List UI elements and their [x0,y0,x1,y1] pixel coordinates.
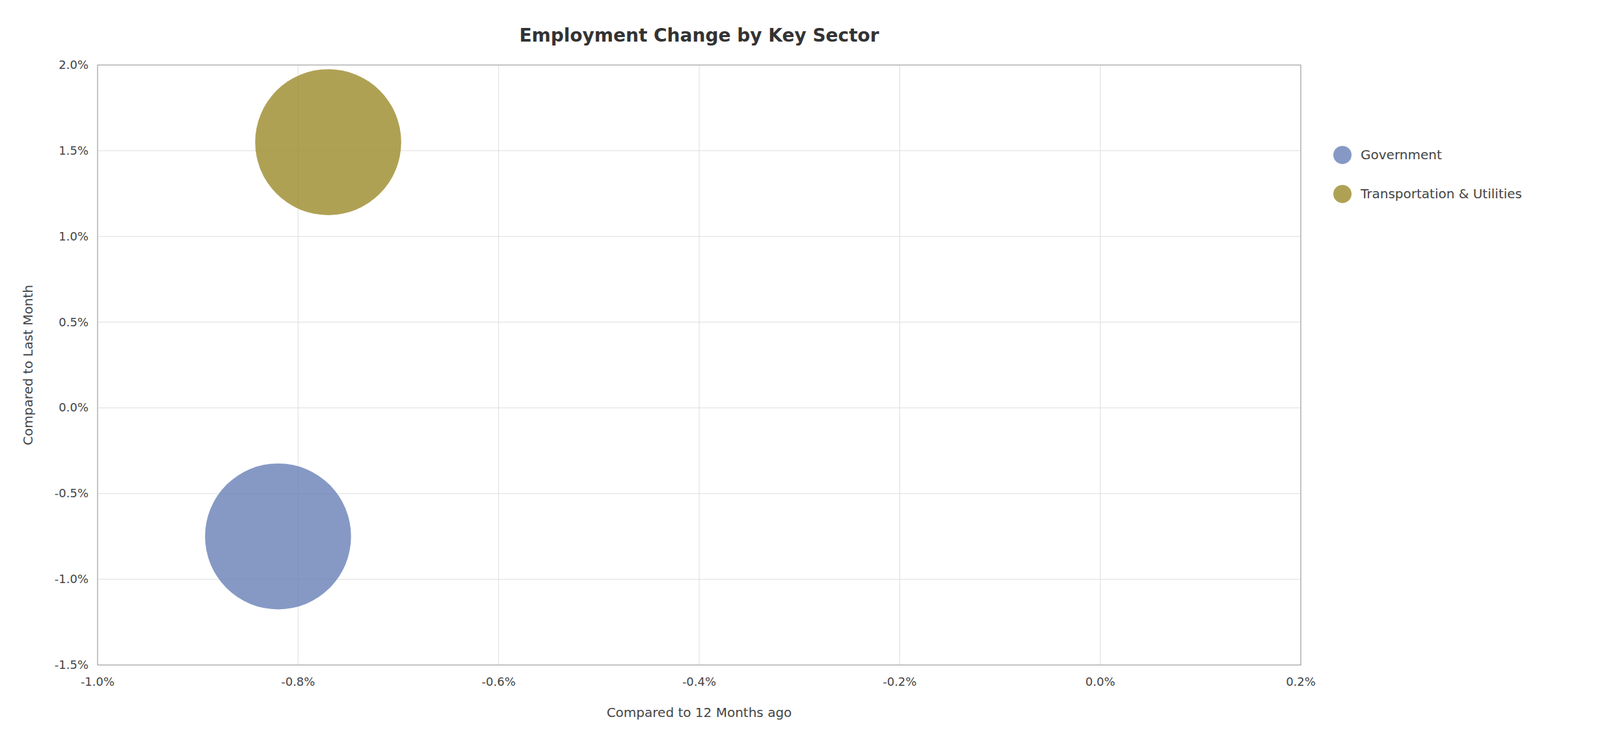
y-tick-label: -1.0% [54,572,89,587]
y-tick-label: 0.5% [58,315,89,330]
y-tick-label: 1.5% [58,143,89,158]
chart: -1.0% -0.8% -0.6% -0.4% -0.2% 0.0% 0.2% -1.5% -1… [0,0,1600,743]
grid [97,65,1301,666]
x-tick-label: -0.4% [682,675,717,689]
y-grid-line [97,407,1301,409]
legend-label: Government [1360,146,1442,163]
marks [204,68,402,610]
axes: -1.0% -0.8% -0.6% -0.4% -0.2% 0.0% 0.2% -1.5% -1… [54,57,1316,689]
legend-swatch [1333,145,1352,164]
x-tick-label: -0.6% [481,675,516,689]
y-tick-label: 2.0% [58,57,89,72]
y-tick-label: 0.0% [58,400,89,415]
y-tick-label: -1.5% [54,658,89,672]
y-axis-label: Compared to Last Month [20,284,36,446]
title: Employment Change by Key Sector [519,24,879,47]
legend-label: Transportation & Utilities [1360,186,1522,202]
x-axis-label: Compared to 12 Months ago [606,705,793,721]
x-grid-line [699,65,700,666]
x-tick-label: -1.0% [80,675,115,689]
bubble [254,68,401,215]
x-tick-label: -0.2% [882,675,917,689]
x-tick-label: 0.2% [1285,675,1316,689]
series [254,68,401,215]
legend: Government Transportation & Utilities [1333,145,1522,203]
plot-frame [97,65,1301,666]
x-grid-line [899,65,901,666]
x-tick-label: 0.0% [1085,675,1116,689]
y-grid-line [97,321,1301,323]
y-tick-label: 1.0% [58,229,89,244]
y-grid-line [97,236,1301,237]
x-grid-line [498,65,499,666]
bubble [204,463,351,610]
series [204,463,351,610]
y-tick-label: -0.5% [54,486,89,501]
legend-swatch [1333,184,1352,203]
x-tick-label: -0.8% [280,675,315,689]
page: {"chart_data": { "type": "scatter", "tit… [0,0,1600,743]
x-grid-line [1099,65,1101,666]
